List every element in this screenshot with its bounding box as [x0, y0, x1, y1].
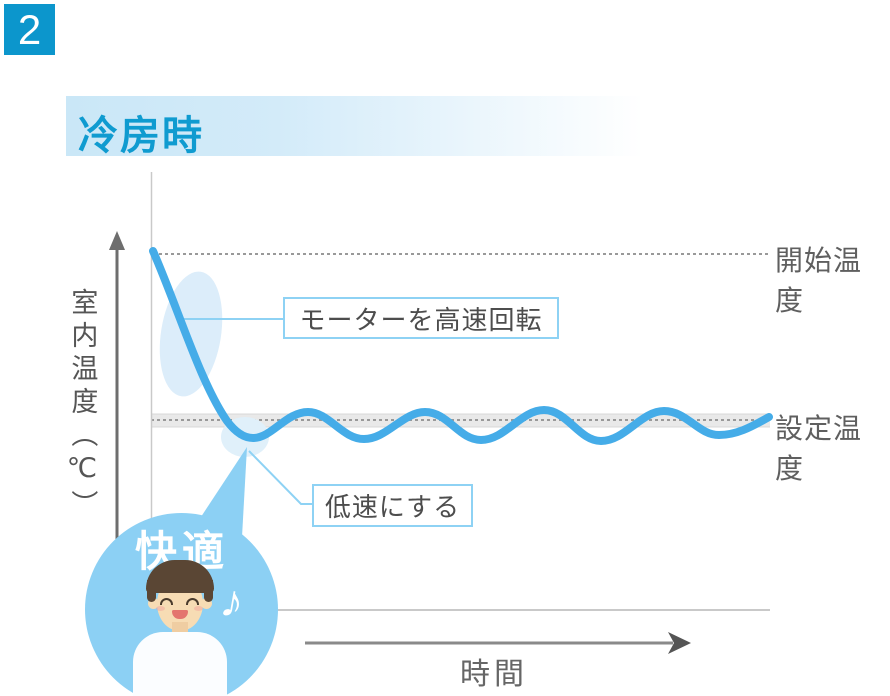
panel-header	[66, 96, 770, 156]
panel-title: 冷房時	[78, 114, 204, 158]
person-eye-left	[160, 598, 173, 605]
person-hair	[146, 560, 214, 593]
callout-motor-label: モーターを高速回転	[299, 304, 543, 335]
person-ear-right	[201, 598, 212, 609]
label-start-temp: 開始温度	[775, 245, 863, 316]
callout-motor-high-speed: モーターを高速回転	[283, 297, 559, 339]
bubble-tail	[193, 447, 247, 537]
callout-connector-low-speed	[248, 450, 313, 505]
temp-curve	[149, 247, 773, 445]
label-set-temp: 設定温度	[775, 413, 863, 484]
person-shirt	[133, 632, 227, 696]
set-temp-band	[151, 414, 770, 427]
x-axis-label: 時間	[460, 658, 528, 691]
person-cheek-left	[156, 606, 165, 611]
person-eye-right	[186, 598, 199, 605]
descent-highlight	[159, 271, 223, 397]
step-number: 2	[17, 5, 42, 53]
step-badge: 2	[4, 4, 55, 55]
person-cheek-right	[194, 606, 203, 611]
y-axis-arrowhead-icon	[109, 231, 125, 250]
time-arrowhead-icon	[668, 632, 691, 654]
y-axis-label: 室内温度（℃）	[67, 288, 98, 523]
person-hair-lock-right	[204, 580, 213, 602]
person-ear-left	[148, 598, 159, 609]
person-hair-lock-left	[147, 580, 156, 602]
callout-low-speed: 低速にする	[312, 484, 473, 527]
person-mouth	[172, 610, 188, 619]
callout-low-speed-label: 低速にする	[324, 492, 461, 522]
